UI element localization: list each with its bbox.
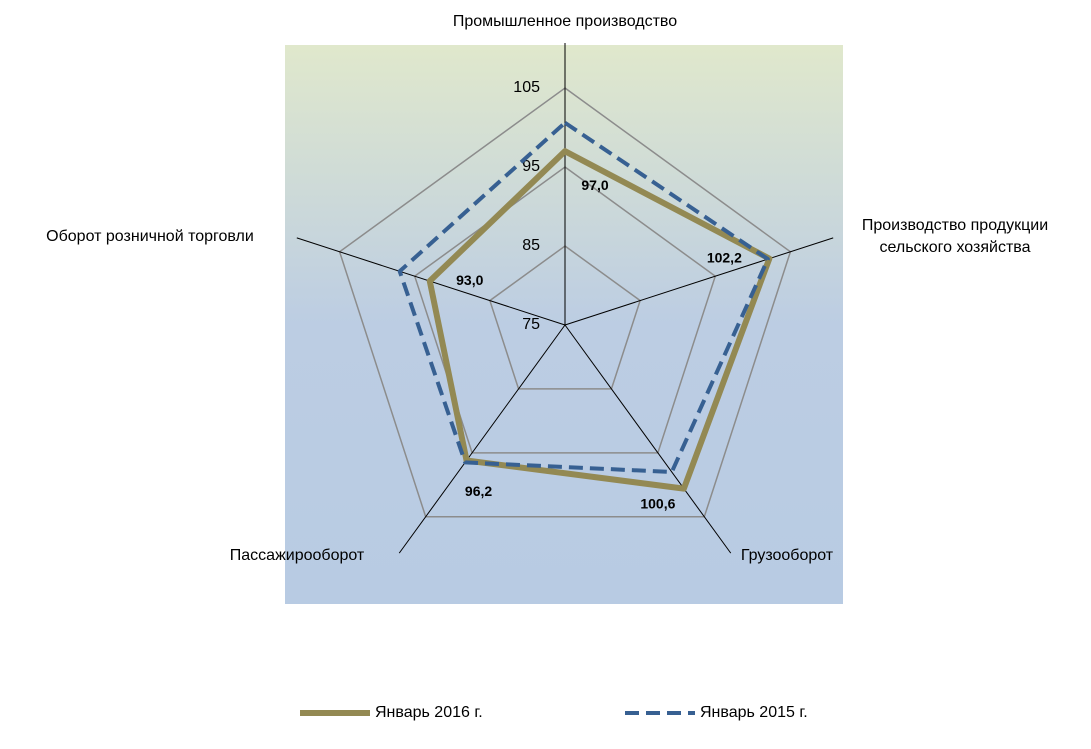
series-line <box>426 148 773 492</box>
tick-label: 85 <box>522 237 540 254</box>
axis-spoke <box>564 237 834 326</box>
tick-label: 75 <box>522 316 540 333</box>
category-label: Промышленное производство <box>452 13 678 30</box>
data-label: 100,6 <box>640 495 675 511</box>
data-label: 93,0 <box>456 272 483 288</box>
grid-ring <box>338 87 792 518</box>
legend-label: Январь 2015 г. <box>700 704 808 721</box>
tick-label: 105 <box>513 79 540 96</box>
axis-spoke <box>564 324 732 554</box>
data-label: 97,0 <box>581 177 608 193</box>
data-label: 96,2 <box>465 483 492 499</box>
data-label: 102,2 <box>707 249 742 265</box>
category-label: Производство продукции сельского хозяйст… <box>861 217 1049 256</box>
tick-label: 95 <box>522 158 540 175</box>
axis-spoke <box>398 324 566 554</box>
grid-ring <box>488 245 642 390</box>
category-label: Грузооборот <box>740 547 834 564</box>
legend-label: Январь 2016 г. <box>375 704 483 721</box>
grid-ring <box>413 166 717 454</box>
category-label: Оборот розничной торговли <box>46 228 254 245</box>
category-label: Пассажирооборот <box>229 547 365 564</box>
